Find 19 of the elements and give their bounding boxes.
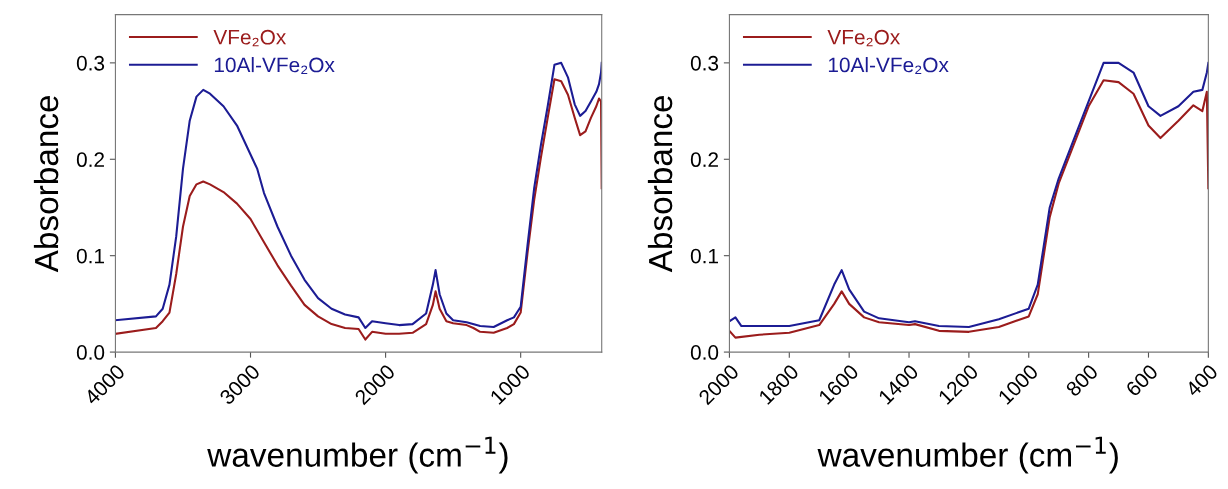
y-tick-label: 0.3 xyxy=(690,55,719,71)
y-axis-title: Absorbance xyxy=(647,95,673,273)
y-tick-label: 0.1 xyxy=(690,248,718,264)
legend-label: 10Al-VFe₂Ox xyxy=(214,57,335,74)
x-tick-label: 800 xyxy=(1065,363,1099,398)
y-tick-label: 0.2 xyxy=(690,152,718,168)
y-tick-label: 0.0 xyxy=(76,345,105,360)
legend-label: 10Al-VFe₂Ox xyxy=(828,57,949,74)
legend-label: VFe₂Ox xyxy=(213,29,287,47)
y-tick-label: 0.3 xyxy=(76,55,105,71)
legend-label: VFe₂Ox xyxy=(827,29,901,47)
y-tick-label: 0.2 xyxy=(76,152,104,168)
x-tick-label: 400 xyxy=(1184,363,1219,398)
y-tick-label: 0.1 xyxy=(76,248,104,264)
x-axis-title: wavenumber (cm$^{−1}$) xyxy=(207,436,508,474)
y-tick-label: 0.0 xyxy=(690,345,719,360)
x-axis-title: wavenumber (cm$^{−1}$) xyxy=(817,436,1118,474)
x-tick-label: 600 xyxy=(1125,363,1159,398)
y-axis-title: Absorbance xyxy=(33,95,59,273)
